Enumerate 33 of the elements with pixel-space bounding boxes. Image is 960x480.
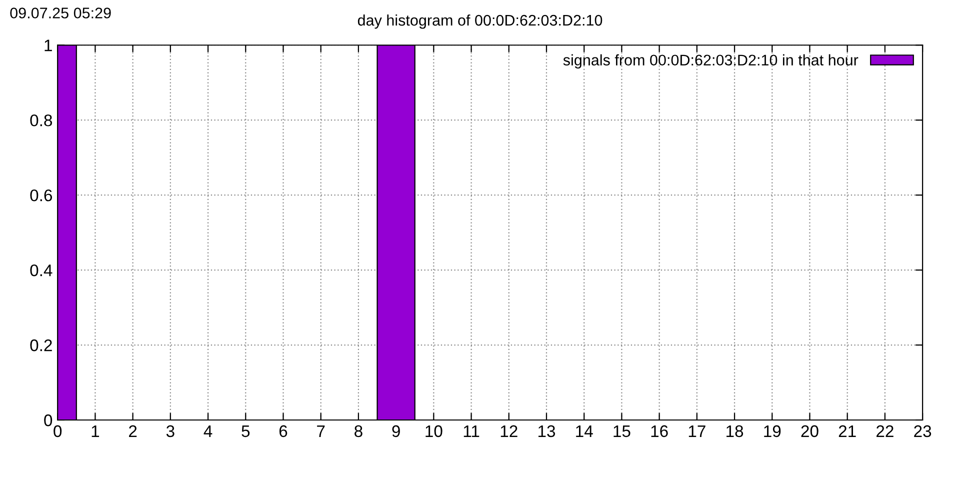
x-tick-label: 4 xyxy=(204,425,212,437)
x-tick-label: 10 xyxy=(426,425,442,438)
y-tick-label: 0.6 xyxy=(30,189,52,202)
x-tick-label: 20 xyxy=(801,425,818,438)
x-tick-label: 2 xyxy=(129,425,137,437)
y-tick-label: 0.4 xyxy=(30,264,52,276)
x-tick-label: 21 xyxy=(838,425,856,437)
x-tick-label: 16 xyxy=(651,425,668,438)
y-tick-label: 0 xyxy=(44,414,52,426)
x-tick-label: 22 xyxy=(876,425,894,437)
x-tick-label: 5 xyxy=(242,425,250,438)
x-tick-label: 18 xyxy=(726,425,744,438)
x-tick-label: 1 xyxy=(92,425,100,437)
y-tick-label: 0.8 xyxy=(30,114,52,126)
x-tick-label: 9 xyxy=(392,425,400,438)
x-tick-label: 17 xyxy=(688,425,706,437)
text: 09.07.25 05:29 xyxy=(10,8,111,18)
x-tick-label: 8 xyxy=(354,425,362,438)
x-tick-label: 11 xyxy=(464,425,480,437)
x-tick-label: 12 xyxy=(500,425,518,437)
legend-label: signals from 00:0D:62:03:D2:10 in that hour xyxy=(563,54,858,69)
x-tick-label: 0 xyxy=(54,425,62,438)
x-tick-label: 3 xyxy=(166,425,174,438)
y-tick-label: 1 xyxy=(44,40,52,52)
chart-title: day histogram of 00:0D:62:03:D2:10 xyxy=(358,14,602,29)
x-tick-label: 23 xyxy=(914,425,932,438)
x-tick-label: 6 xyxy=(279,425,288,438)
x-tick-label: 19 xyxy=(764,425,781,438)
y-tick-label: 0.2 xyxy=(30,339,52,352)
x-tick-label: 7 xyxy=(317,425,325,437)
x-tick-label: 13 xyxy=(538,425,556,438)
x-tick-label: 15 xyxy=(614,425,630,438)
x-tick-label: 14 xyxy=(576,425,593,437)
